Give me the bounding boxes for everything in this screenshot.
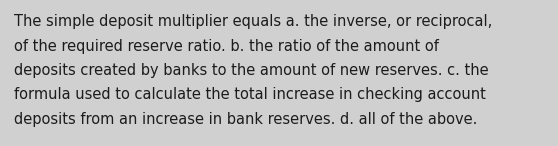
Text: of the required reserve ratio. b. the ratio of the amount of: of the required reserve ratio. b. the ra… bbox=[14, 39, 439, 53]
Text: deposits from an increase in bank reserves. d. all of the above.: deposits from an increase in bank reserv… bbox=[14, 112, 478, 127]
Text: deposits created by banks to the amount of new reserves. c. the: deposits created by banks to the amount … bbox=[14, 63, 489, 78]
Text: formula used to calculate the total increase in checking account: formula used to calculate the total incr… bbox=[14, 87, 486, 102]
Text: The simple deposit multiplier equals a. the inverse, or reciprocal,: The simple deposit multiplier equals a. … bbox=[14, 14, 492, 29]
